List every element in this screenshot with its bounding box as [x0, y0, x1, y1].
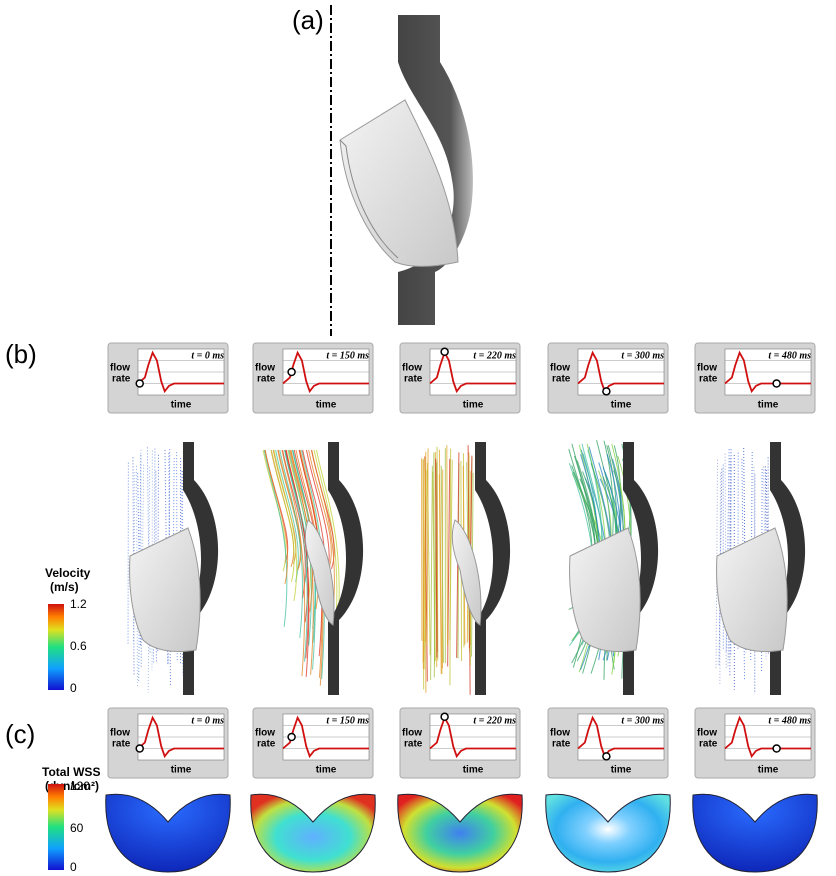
inset-xlabel: time [171, 765, 192, 776]
wss-leaflet [398, 794, 522, 872]
inset-xlabel: time [611, 400, 632, 411]
colorbar-unit: (m/s) [50, 580, 79, 594]
valve-render [569, 440, 658, 695]
time-label: t = 300 ms [621, 715, 664, 726]
inset-ylabel: rate [699, 739, 718, 750]
time-marker [773, 380, 780, 387]
inset-xlabel: time [316, 400, 337, 411]
time-marker [603, 388, 610, 395]
time-label: t = 150 ms [326, 715, 369, 726]
inset-ylabel: rate [404, 374, 423, 385]
colorbar-title: Velocity [45, 566, 91, 580]
inset-xlabel: time [463, 400, 484, 411]
panel-label: (c) [5, 719, 35, 749]
inset-xlabel: time [316, 765, 337, 776]
inset-xlabel: time [758, 765, 779, 776]
streamline [447, 445, 448, 645]
inset-ylabel: rate [112, 374, 131, 385]
time-marker [603, 753, 610, 760]
inset-ylabel: flow [402, 728, 422, 739]
colorbar-tick: 0 [70, 860, 77, 874]
time-marker [288, 369, 295, 376]
time-marker [441, 348, 448, 355]
valve-render [263, 442, 363, 695]
inset-ylabel: flow [550, 728, 570, 739]
inset-xlabel: time [171, 400, 192, 411]
inset-ylabel: flow [402, 363, 422, 374]
wss-leaflet [251, 794, 375, 872]
inset-xlabel: time [611, 765, 632, 776]
time-marker [773, 745, 780, 752]
time-label: t = 480 ms [768, 715, 811, 726]
leaflet [717, 528, 788, 652]
figure: (a) (b) (c) Velocity (m/s) 1.2 0.6 0 Tot… [0, 0, 836, 876]
time-marker [441, 713, 448, 720]
wss-leaflet [106, 794, 230, 872]
leaflet [570, 528, 641, 652]
streamline [431, 466, 433, 680]
inset-ylabel: rate [552, 739, 571, 750]
inset-xlabel: time [463, 765, 484, 776]
time-marker [136, 745, 143, 752]
valve-render [128, 442, 218, 695]
streamline [434, 453, 435, 664]
colorbar [48, 604, 64, 690]
panel-label: (b) [5, 339, 37, 369]
sinus-wall [475, 442, 510, 695]
flow-inset: flowrate time t = 300 ms [548, 343, 668, 413]
colorbar-title: Total WSS [42, 765, 100, 779]
colorbar-tick: 0.6 [70, 639, 87, 653]
inset-ylabel: flow [550, 363, 570, 374]
leaflet [130, 528, 201, 652]
inset-ylabel: rate [404, 739, 423, 750]
inset-ylabel: flow [255, 363, 275, 374]
time-marker [288, 734, 295, 741]
colorbar-tick: 0 [70, 681, 77, 695]
inset-ylabel: rate [257, 374, 276, 385]
inset-ylabel: flow [110, 363, 130, 374]
valve-render [716, 442, 805, 695]
time-marker [136, 380, 143, 387]
colorbar-tick: 60 [70, 821, 84, 835]
inset-ylabel: flow [697, 363, 717, 374]
colorbar [48, 784, 64, 870]
time-label: t = 0 ms [191, 715, 224, 726]
time-label: t = 300 ms [621, 350, 664, 361]
inset-ylabel: flow [697, 728, 717, 739]
inset-xlabel: time [758, 400, 779, 411]
time-label: t = 480 ms [768, 350, 811, 361]
leaflet [452, 520, 481, 625]
colorbar-tick: 1.2 [70, 597, 87, 611]
inset-ylabel: flow [255, 728, 275, 739]
colorbar-tick: 120 [70, 779, 90, 793]
inset-ylabel: rate [699, 374, 718, 385]
inset-ylabel: rate [257, 739, 276, 750]
inset-ylabel: rate [112, 739, 131, 750]
inset-ylabel: rate [552, 374, 571, 385]
flow-inset: flowrate time t = 150 ms [253, 343, 373, 413]
sinus-wall [328, 442, 363, 695]
wss-leaflet [546, 794, 670, 872]
time-label: t = 150 ms [326, 350, 369, 361]
streamline [264, 450, 287, 627]
valve-geometry [340, 15, 473, 325]
time-label: t = 220 ms [473, 715, 516, 726]
wss-leaflet [693, 794, 817, 872]
valve-render [422, 442, 510, 695]
panel-label: (a) [292, 5, 324, 35]
time-label: t = 220 ms [473, 350, 516, 361]
time-label: t = 0 ms [191, 350, 224, 361]
inset-ylabel: flow [110, 728, 130, 739]
